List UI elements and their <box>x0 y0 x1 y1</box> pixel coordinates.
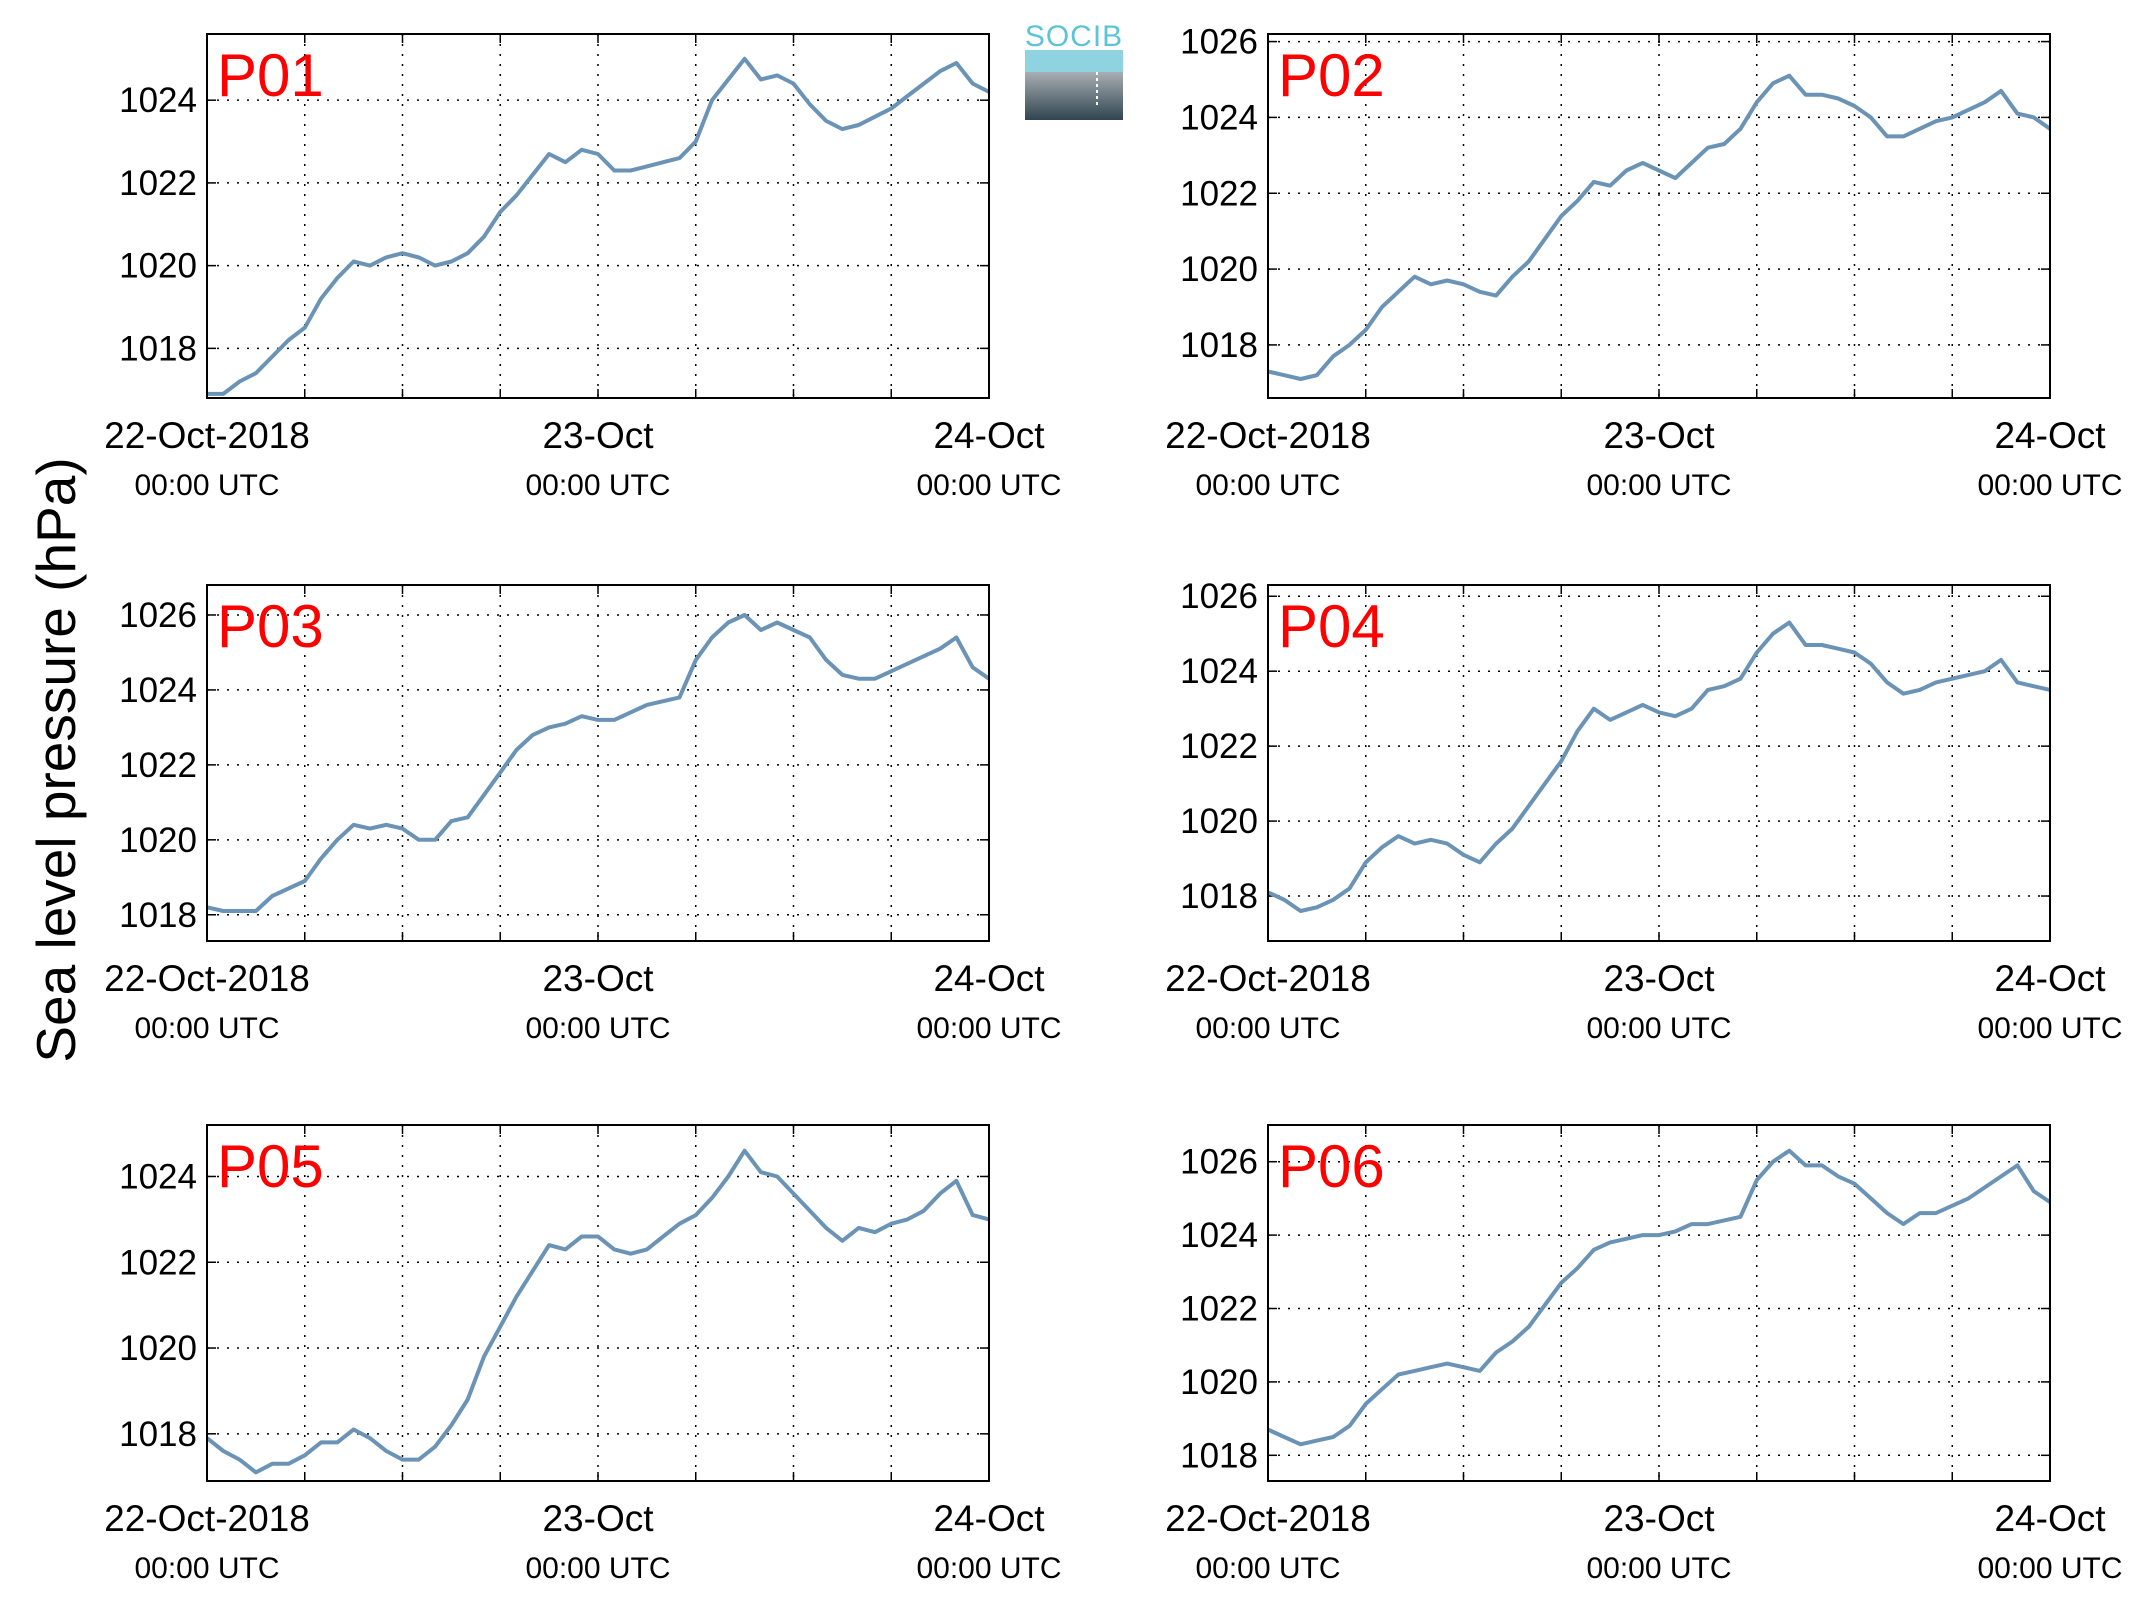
y-tick-label: 1018 <box>1180 877 1258 916</box>
x-tick-sublabel: 00:00 UTC <box>525 469 670 502</box>
chart-panel-p04: 1018 1020 1022 1024 1026 P04 22-Oct-2018 00:00 … <box>1165 577 2122 1045</box>
x-tick-label: 23-Oct <box>1603 1498 1715 1539</box>
x-tick-label: 22-Oct-2018 <box>1165 415 1371 456</box>
y-tick-label: 1024 <box>119 671 197 710</box>
y-tick-label: 1020 <box>119 247 197 286</box>
x-tick-label: 22-Oct-2018 <box>1165 1498 1371 1539</box>
axes-frame <box>1267 33 2051 399</box>
y-tick-label: 1022 <box>119 1243 197 1282</box>
y-tick-label: 1022 <box>119 746 197 785</box>
y-tick-label: 1026 <box>1180 1143 1258 1182</box>
panel-label: P02 <box>1278 42 1385 109</box>
y-tick-label: 1022 <box>119 164 197 203</box>
y-tick-label: 1018 <box>1180 1436 1258 1475</box>
y-tick-label: 1018 <box>1180 326 1258 365</box>
y-tick-label: 1026 <box>1180 577 1258 616</box>
y-tick-label: 1018 <box>119 896 197 935</box>
logo-text: SOCIB <box>1025 20 1123 53</box>
x-tick-label: 23-Oct <box>1603 958 1715 999</box>
x-tick-sublabel: 00:00 UTC <box>1977 1552 2122 1585</box>
y-tick-label: 1022 <box>1180 174 1258 213</box>
y-tick-label: 1020 <box>1180 250 1258 289</box>
x-tick-sublabel: 00:00 UTC <box>525 1552 670 1585</box>
x-tick-label: 24-Oct <box>1994 1498 2106 1539</box>
chart-panel-p01: 1018 1020 1022 1024 P01 22-Oct-2018 00:00 UTC 2… <box>104 33 1062 502</box>
panel-label: P03 <box>217 593 324 660</box>
x-tick-sublabel: 00:00 UTC <box>1977 1012 2122 1045</box>
y-tick-label: 1022 <box>1180 727 1258 766</box>
x-tick-sublabel: 00:00 UTC <box>1977 469 2122 502</box>
x-tick-label: 24-Oct <box>933 1498 1045 1539</box>
x-tick-label: 22-Oct-2018 <box>104 415 310 456</box>
x-tick-sublabel: 00:00 UTC <box>134 1552 279 1585</box>
y-tick-label: 1026 <box>119 596 197 635</box>
x-tick-sublabel: 00:00 UTC <box>1195 1552 1340 1585</box>
axes-frame <box>206 1124 990 1482</box>
chart-panels: 1018 1020 1022 1024 P01 22-Oct-2018 00:00 UTC 2… <box>104 23 2122 1585</box>
y-tick-label: 1024 <box>1180 98 1258 137</box>
y-tick-label: 1020 <box>119 1329 197 1368</box>
y-tick-label: 1024 <box>119 81 197 120</box>
y-tick-label: 1024 <box>119 1157 197 1196</box>
pressure-series-line <box>1267 73 2052 381</box>
x-tick-sublabel: 00:00 UTC <box>1195 1012 1340 1045</box>
pressure-series-line <box>1267 620 2051 913</box>
y-tick-label: 1024 <box>1180 1216 1258 1255</box>
x-tick-label: 22-Oct-2018 <box>104 958 310 999</box>
y-tick-label: 1022 <box>1180 1290 1258 1329</box>
pressure-series-line <box>207 56 990 396</box>
x-tick-label: 22-Oct-2018 <box>104 1498 310 1539</box>
axes-frame <box>1267 1124 2051 1482</box>
x-tick-sublabel: 00:00 UTC <box>134 1012 279 1045</box>
socib-logo: SOCIB <box>1025 20 1123 120</box>
x-tick-sublabel: 00:00 UTC <box>916 469 1061 502</box>
x-tick-sublabel: 00:00 UTC <box>1586 469 1731 502</box>
x-tick-sublabel: 00:00 UTC <box>916 1012 1061 1045</box>
panel-label: P06 <box>1278 1133 1385 1200</box>
axes-frame <box>206 584 990 942</box>
y-tick-label: 1018 <box>119 329 197 368</box>
y-tick-label: 1026 <box>1180 23 1258 62</box>
x-tick-label: 23-Oct <box>1603 415 1715 456</box>
y-tick-label: 1020 <box>119 821 197 860</box>
y-tick-label: 1018 <box>119 1415 197 1454</box>
x-tick-label: 24-Oct <box>1994 958 2106 999</box>
axes-frame <box>206 33 990 399</box>
x-tick-sublabel: 00:00 UTC <box>134 469 279 502</box>
x-tick-label: 23-Oct <box>542 1498 654 1539</box>
panel-label: P05 <box>217 1133 324 1200</box>
x-tick-sublabel: 00:00 UTC <box>1586 1012 1731 1045</box>
x-tick-label: 22-Oct-2018 <box>1165 958 1371 999</box>
chart-panel-p05: 1018 1020 1022 1024 P05 22-Oct-2018 00:00 UTC 2… <box>104 1124 1062 1585</box>
chart-panel-p02: 1018 1020 1022 1024 1026 P02 22-Oct-2018 00:00 … <box>1165 23 2122 502</box>
x-tick-sublabel: 00:00 UTC <box>1195 469 1340 502</box>
y-tick-label: 1020 <box>1180 1363 1258 1402</box>
chart-panel-p03: 1018 1020 1022 1024 1026 P03 22-Oct-2018 00:00 … <box>104 584 1062 1045</box>
pressure-series-line <box>1267 1148 2052 1447</box>
y-tick-label: 1024 <box>1180 652 1258 691</box>
chart-panel-p06: 1018 1020 1022 1024 1026 P06 22-Oct-2018 00:00 … <box>1165 1124 2123 1585</box>
panel-label: P01 <box>217 42 324 109</box>
x-tick-label: 24-Oct <box>933 415 1045 456</box>
axes-frame <box>1267 584 2051 942</box>
x-tick-sublabel: 00:00 UTC <box>1586 1552 1731 1585</box>
x-tick-sublabel: 00:00 UTC <box>525 1012 670 1045</box>
x-tick-sublabel: 00:00 UTC <box>916 1552 1061 1585</box>
x-tick-label: 23-Oct <box>542 415 654 456</box>
y-axis-label: Sea level pressure (hPa) <box>25 457 87 1062</box>
x-tick-label: 24-Oct <box>1994 415 2106 456</box>
panel-label: P04 <box>1278 593 1385 660</box>
pressure-series-line <box>205 1148 990 1475</box>
x-tick-label: 23-Oct <box>542 958 654 999</box>
y-tick-label: 1020 <box>1180 802 1258 841</box>
x-tick-label: 24-Oct <box>933 958 1045 999</box>
pressure-series-line <box>206 613 991 913</box>
